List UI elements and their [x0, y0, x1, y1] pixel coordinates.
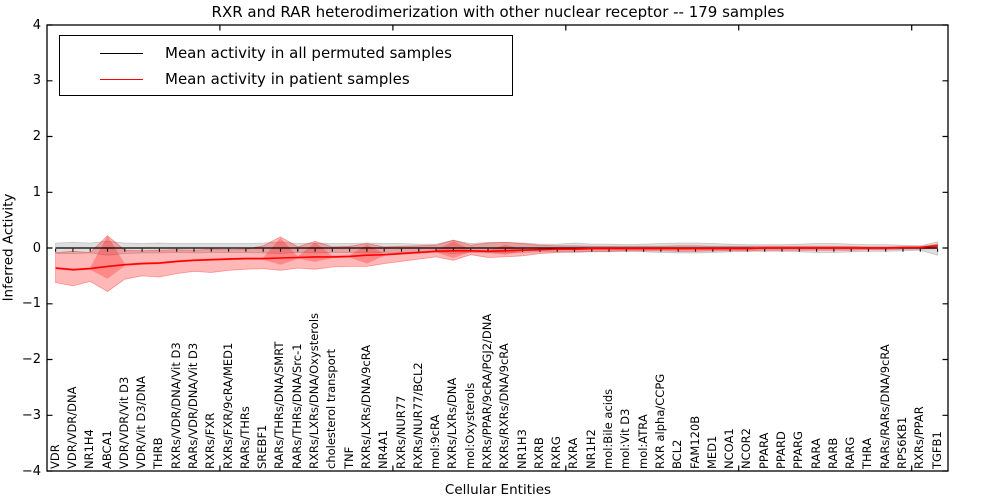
x-tick-label: PPARA [756, 432, 771, 469]
x-tick-label: SREBF1 [255, 424, 270, 469]
x-tick-label: NR1H3 [514, 429, 529, 469]
x-tick-label: NCOR2 [739, 428, 754, 469]
x-tick-label: RXRG [549, 436, 564, 469]
y-tick-label: 1 [32, 184, 41, 200]
x-tick-label: RXRs/LXRs/DNA [445, 377, 460, 469]
x-tick-label: RXRs/NUR77 [393, 395, 408, 469]
y-tick-label: 3 [32, 73, 41, 89]
x-tick-label: VDR [47, 444, 62, 469]
x-tick-label: RARs/THRs/DNA/Src-1 [289, 343, 304, 469]
y-tick-label: 4 [32, 17, 41, 33]
x-tick-label: RXRs/LXRs/DNA/9cRA [358, 344, 373, 469]
x-tick-label: RARB [825, 437, 840, 469]
y-tick-label: 0 [32, 240, 41, 256]
x-tick-label: RXRs/RXRs/DNA/9cRA [497, 343, 512, 469]
y-tick-label: −3 [21, 407, 41, 423]
legend-line-patient [100, 78, 143, 80]
y-tick-label: −1 [21, 296, 41, 312]
x-tick-label: RARs/THRs [237, 406, 252, 469]
x-tick-label: THRA [860, 437, 875, 469]
x-tick-label: TGFB1 [929, 431, 944, 469]
legend: Mean activity in all permuted samples Me… [59, 35, 513, 96]
x-axis-label: Cellular Entities [444, 482, 552, 498]
x-tick-label: NCOA1 [722, 428, 737, 469]
legend-label: Mean activity in all permuted samples [165, 44, 452, 62]
x-tick-label: VDR/VDR/Vit D3 [116, 376, 131, 469]
x-tick-label: MED1 [704, 435, 719, 469]
legend-line-permuted [100, 52, 143, 54]
x-tick-label: RXRs/LXRs/DNA/Oxysterols [307, 312, 322, 469]
x-tick-label: mol:9cRA [428, 414, 443, 469]
x-tick-label: mol:Oxysterols [462, 382, 477, 469]
x-tick-label: RARs/THRs/DNA/SMRT [272, 341, 287, 469]
red-band-inner [55, 235, 938, 279]
x-tick-label: NR4A1 [376, 429, 391, 469]
patient-mean-line [55, 245, 938, 271]
x-tick-label: TNF [341, 446, 356, 469]
legend-item: Mean activity in all permuted samples [60, 40, 512, 66]
x-tick-label: mol:ATRA [635, 414, 650, 469]
axis-ticks [47, 24, 948, 472]
x-tick-label: RARA [808, 438, 823, 469]
x-tick-label: BCL2 [670, 439, 685, 469]
x-tick-label: RXR alpha/CCPG [652, 373, 667, 469]
x-tick-label: RXRs/PPAR/9cRA/PGJ2/DNA [479, 313, 494, 469]
legend-item: Mean activity in patient samples [60, 66, 512, 92]
x-tick-label: ABCA1 [99, 430, 114, 469]
x-tick-label: RXRs/NUR77/BCL2 [410, 362, 425, 469]
x-tick-label: RXRs/VDR/DNA/Vit D3 [168, 342, 183, 469]
chart-title: RXR and RAR heterodimerization with othe… [211, 3, 785, 21]
x-tick-label: THRB [151, 437, 166, 469]
y-tick-label: 2 [32, 129, 41, 144]
y-tick-label: −4 [21, 463, 41, 479]
legend-label: Mean activity in patient samples [165, 70, 410, 88]
x-tick-label: FAM120B [687, 415, 702, 469]
x-tick-label: PPARD [773, 431, 788, 469]
x-tick-label: NR1H2 [583, 429, 598, 469]
x-tick-label: RXRA [566, 437, 581, 469]
x-tick-label: NR1H4 [82, 429, 97, 469]
x-tick-label: RARs/RARs/DNA/9cRA [877, 344, 892, 469]
x-tick-label: RXRs/FXR/9cRA/MED1 [220, 342, 235, 469]
x-tick-label: RXRs/FXR [203, 412, 218, 469]
x-tick-label: RXRs/PPAR [912, 406, 927, 469]
x-tick-label: VDR/Vit D3/DNA [134, 376, 149, 469]
x-tick-label: VDR/VDR/DNA [64, 386, 79, 470]
x-tick-label: cholesterol transport [324, 349, 339, 469]
x-tick-label: RARG [843, 436, 858, 469]
x-tick-label: RXRB [531, 437, 546, 469]
x-tick-label: mol:Bile acids [601, 388, 616, 469]
x-tick-label: PPARG [791, 431, 806, 469]
y-tick-label: −2 [21, 352, 41, 367]
x-tick-label: mol:Vit D3 [618, 408, 633, 469]
x-tick-label: RARs/VDR/DNA/Vit D3 [185, 342, 200, 469]
x-tick-label: RPS6KB1 [895, 416, 910, 469]
